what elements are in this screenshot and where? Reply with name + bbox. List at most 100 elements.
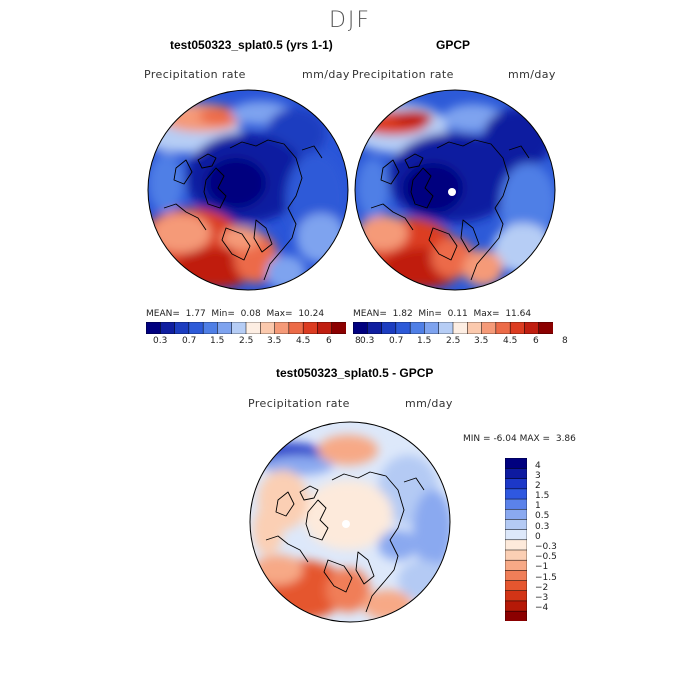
colorbar-swatch <box>174 322 190 334</box>
colorbar-swatch <box>509 322 525 334</box>
colorbar-swatch <box>481 322 497 334</box>
colorbar-swatch <box>505 498 527 510</box>
colorbar-swatch <box>424 322 440 334</box>
obs-mean-label: MEAN= <box>353 309 387 319</box>
diff-max-value: 3.86 <box>555 434 576 444</box>
diff-stats: MIN = -6.04 MAX = 3.86 <box>463 434 576 444</box>
colorbar-swatch <box>146 322 161 334</box>
colorbar-swatch <box>302 322 318 334</box>
model-tick-5: 4.5 <box>296 336 311 346</box>
diff-tick-3: 1.5 <box>535 491 550 501</box>
diff-tick-11: −1.5 <box>535 573 557 583</box>
model-tick-3: 2.5 <box>239 336 254 346</box>
obs-mean-value: 1.82 <box>392 309 413 319</box>
diff-tick-10: −1 <box>535 562 549 572</box>
colorbar-swatch <box>395 322 411 334</box>
obs-colorbar-ticks: 0.3 0.7 1.5 2.5 3.5 4.5 6 8 <box>353 336 568 350</box>
model-field-label: Precipitation rate <box>144 68 246 81</box>
diff-tick-4: 1 <box>535 501 541 511</box>
obs-tick-7: 8 <box>562 336 568 346</box>
colorbar-swatch <box>505 590 527 602</box>
colorbar-swatch <box>505 539 527 551</box>
obs-stats: MEAN= 1.82 Min= 0.11 Max= 11.64 <box>353 309 531 319</box>
obs-min-value: 0.11 <box>447 309 468 319</box>
diff-tick-2: 2 <box>535 481 541 491</box>
diff-max-label: MAX = <box>519 434 551 444</box>
diff-colorbar-ticks: 4 3 2 1.5 1 0.5 0.3 0 −0.3 −0.5 −1 −1.5 … <box>535 458 575 623</box>
model-mean-label: MEAN= <box>146 309 180 319</box>
diff-tick-7: 0 <box>535 532 541 542</box>
obs-max-label: Max= <box>473 309 500 319</box>
obs-panel-title: GPCP <box>436 38 471 52</box>
model-colorbar <box>146 322 346 334</box>
obs-max-value: 11.64 <box>505 309 532 319</box>
colorbar-swatch <box>288 322 304 334</box>
obs-tick-5: 4.5 <box>503 336 518 346</box>
obs-min-label: Min= <box>418 309 442 319</box>
model-tick-0: 0.3 <box>153 336 168 346</box>
colorbar-swatch <box>274 322 290 334</box>
obs-colorbar <box>353 322 553 334</box>
diff-polar-map <box>249 421 451 623</box>
colorbar-swatch <box>505 458 527 469</box>
model-tick-6: 6 <box>326 336 332 346</box>
diff-tick-1: 3 <box>535 471 541 481</box>
colorbar-swatch <box>538 322 553 334</box>
colorbar-swatch <box>231 322 247 334</box>
colorbar-swatch <box>505 518 527 530</box>
model-tick-4: 3.5 <box>267 336 282 346</box>
colorbar-swatch <box>438 322 454 334</box>
diff-units-label: mm/day <box>405 397 453 410</box>
colorbar-swatch <box>505 467 527 479</box>
model-polar-map <box>147 89 349 291</box>
model-min-value: 0.08 <box>240 309 261 319</box>
colorbar-swatch <box>505 600 527 612</box>
obs-tick-1: 0.7 <box>389 336 404 346</box>
colorbar-swatch <box>524 322 540 334</box>
colorbar-swatch <box>160 322 176 334</box>
colorbar-swatch <box>505 529 527 541</box>
diff-tick-0: 4 <box>535 461 541 471</box>
colorbar-swatch <box>245 322 261 334</box>
obs-units-label: mm/day <box>508 68 556 81</box>
obs-tick-3: 2.5 <box>446 336 461 346</box>
colorbar-swatch <box>217 322 233 334</box>
colorbar-swatch <box>353 322 368 334</box>
model-colorbar-ticks: 0.3 0.7 1.5 2.5 3.5 4.5 6 8 <box>146 336 361 350</box>
colorbar-swatch <box>495 322 511 334</box>
colorbar-swatch <box>505 580 527 591</box>
obs-tick-4: 3.5 <box>474 336 489 346</box>
obs-tick-0: 0.3 <box>360 336 375 346</box>
colorbar-swatch <box>409 322 425 334</box>
colorbar-swatch <box>381 322 397 334</box>
model-tick-2: 1.5 <box>210 336 225 346</box>
colorbar-swatch <box>505 610 527 621</box>
colorbar-swatch <box>331 322 346 334</box>
obs-tick-6: 6 <box>533 336 539 346</box>
colorbar-swatch <box>467 322 483 334</box>
diff-panel-title: test050323_splat0.5 - GPCP <box>276 366 434 380</box>
colorbar-swatch <box>260 322 276 334</box>
colorbar-swatch <box>452 322 468 334</box>
diff-tick-9: −0.5 <box>535 552 557 562</box>
colorbar-swatch <box>505 478 527 490</box>
diff-tick-6: 0.3 <box>535 522 550 532</box>
diff-tick-8: −0.3 <box>535 542 557 552</box>
colorbar-swatch <box>317 322 333 334</box>
colorbar-swatch <box>505 559 527 571</box>
colorbar-swatch <box>367 322 383 334</box>
diff-tick-13: −3 <box>535 593 549 603</box>
model-max-value: 10.24 <box>298 309 325 319</box>
model-max-label: Max= <box>266 309 293 319</box>
colorbar-swatch <box>505 508 527 520</box>
model-min-label: Min= <box>211 309 235 319</box>
model-mean-value: 1.77 <box>185 309 206 319</box>
obs-field-label: Precipitation rate <box>352 68 454 81</box>
diff-field-label: Precipitation rate <box>248 397 350 410</box>
colorbar-swatch <box>505 569 527 581</box>
obs-polar-map <box>354 89 556 291</box>
obs-tick-2: 1.5 <box>417 336 432 346</box>
colorbar-swatch <box>202 322 218 334</box>
diff-colorbar <box>505 458 527 621</box>
model-units-label: mm/day <box>302 68 350 81</box>
